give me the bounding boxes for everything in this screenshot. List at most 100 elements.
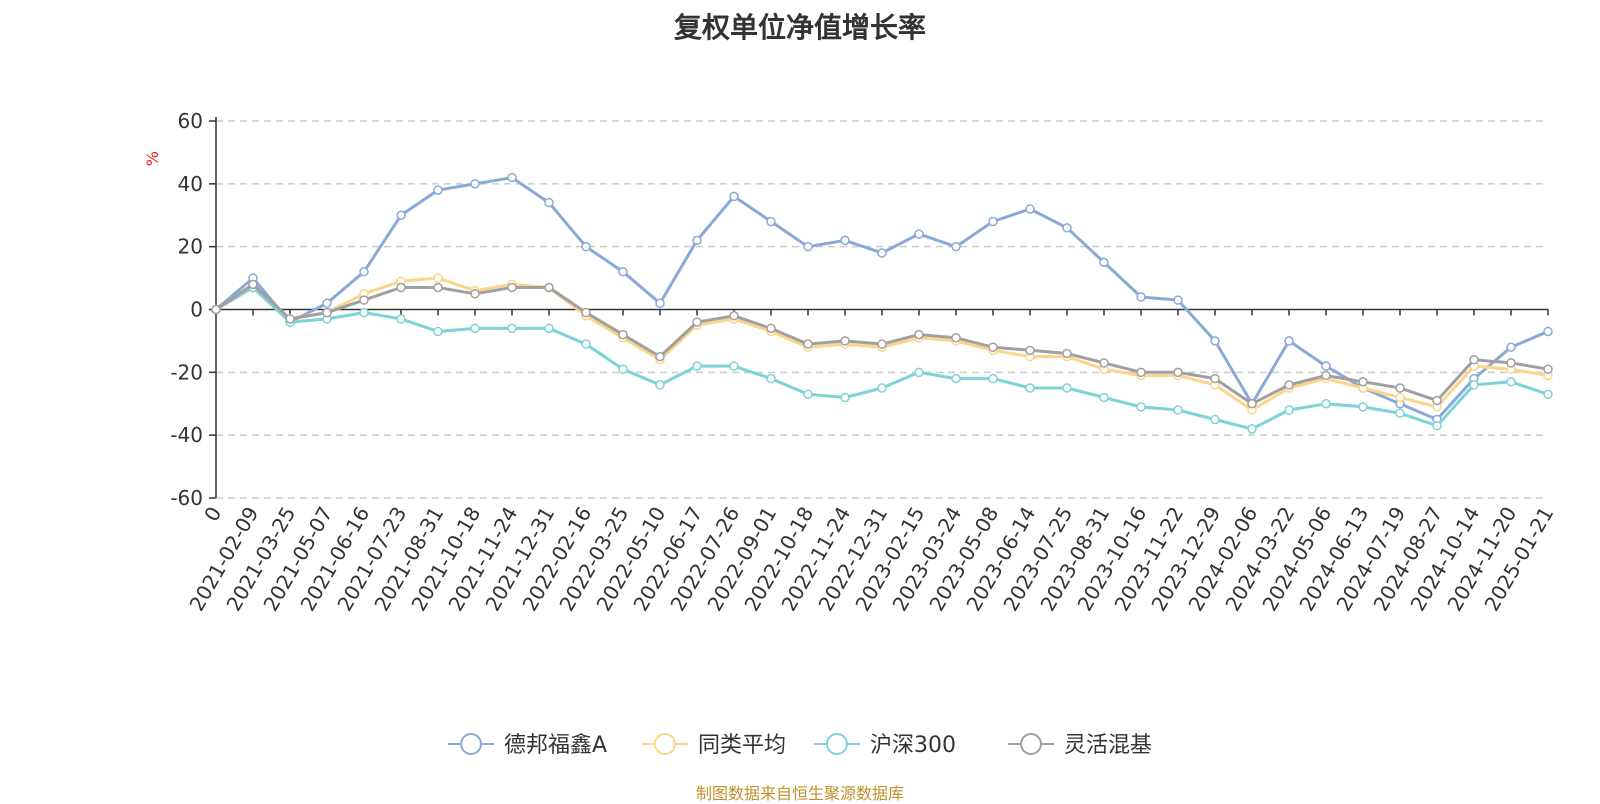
data-point	[1136, 292, 1146, 302]
data-point	[581, 339, 591, 349]
data-point	[433, 282, 443, 293]
y-tick-label: 40	[178, 172, 203, 196]
data-point	[1321, 399, 1331, 409]
legend-label: 灵活混基	[1064, 733, 1152, 758]
y-tick-label: -20	[170, 360, 203, 384]
data-point	[544, 197, 554, 208]
data-point	[1062, 383, 1072, 393]
data-point	[877, 383, 887, 393]
data-point	[396, 282, 406, 293]
data-point	[211, 304, 221, 315]
y-axis-label: %	[143, 151, 162, 166]
data-point	[1358, 402, 1368, 412]
data-point	[1543, 326, 1553, 337]
data-point	[803, 389, 813, 400]
data-point	[766, 216, 776, 227]
data-point	[433, 326, 443, 337]
data-point	[507, 172, 517, 183]
chart-title: 复权单位净值增长率	[673, 11, 926, 44]
data-point	[914, 229, 924, 239]
data-point	[1506, 358, 1516, 368]
data-point	[618, 364, 628, 374]
data-point	[507, 282, 517, 293]
data-point	[396, 210, 406, 220]
data-point	[655, 380, 665, 390]
data-point	[248, 279, 258, 290]
data-point	[1099, 392, 1109, 403]
data-point	[877, 339, 887, 349]
y-tick-label: 20	[178, 235, 203, 259]
data-point	[840, 235, 850, 246]
data-point	[1358, 377, 1368, 387]
data-point	[322, 298, 332, 308]
data-point	[1321, 361, 1331, 371]
data-point	[988, 373, 998, 384]
legend-marker	[460, 733, 482, 755]
data-point	[1469, 380, 1479, 390]
data-point	[766, 323, 776, 334]
data-point	[544, 323, 554, 334]
data-point	[1506, 377, 1516, 387]
data-point	[1506, 342, 1516, 352]
data-point	[618, 329, 628, 340]
legend-marker	[1020, 733, 1042, 755]
data-point	[1099, 358, 1109, 368]
data-point	[359, 307, 369, 318]
data-point	[618, 267, 628, 277]
data-point	[285, 314, 295, 324]
data-point	[1395, 383, 1405, 393]
data-point	[1284, 336, 1294, 346]
data-point	[840, 336, 850, 346]
data-point	[1173, 295, 1183, 305]
data-point	[655, 298, 665, 308]
data-point	[1210, 414, 1220, 425]
data-point	[988, 216, 998, 227]
series-line	[215, 286, 1549, 431]
data-point	[1247, 424, 1257, 434]
data-point	[470, 179, 480, 189]
data-point	[988, 342, 998, 352]
data-point	[581, 241, 591, 252]
data-point	[1469, 355, 1479, 365]
data-point	[1432, 395, 1442, 406]
data-point	[396, 314, 406, 324]
y-tick-label: -40	[170, 423, 203, 447]
data-point	[1099, 257, 1109, 268]
data-point	[877, 248, 887, 258]
data-point	[1284, 405, 1294, 415]
data-point	[1062, 223, 1072, 233]
data-point	[1543, 389, 1553, 400]
data-point	[1210, 373, 1220, 384]
data-point	[359, 295, 369, 305]
data-point	[803, 339, 813, 349]
data-point	[803, 241, 813, 252]
data-point	[914, 329, 924, 340]
data-point	[692, 235, 702, 246]
data-point	[470, 323, 480, 334]
data-point	[1173, 367, 1183, 378]
data-point	[692, 317, 702, 327]
data-point	[1395, 392, 1405, 403]
legend-label: 同类平均	[698, 733, 786, 758]
data-point	[1247, 399, 1257, 409]
data-point	[951, 373, 961, 384]
data-point	[581, 307, 591, 318]
data-point	[1136, 402, 1146, 412]
data-point	[1025, 345, 1035, 356]
data-point	[914, 367, 924, 378]
y-tick-label: -60	[170, 486, 203, 510]
data-source-footer: 制图数据来自恒生聚源数据库	[695, 784, 904, 803]
data-point	[1025, 204, 1035, 214]
data-point	[1432, 420, 1442, 431]
data-point	[1210, 336, 1220, 346]
data-point	[1136, 367, 1146, 378]
y-tick-label: 60	[178, 109, 203, 133]
data-point	[951, 241, 961, 252]
legend-marker	[826, 733, 848, 755]
data-point	[1284, 380, 1294, 390]
data-point	[729, 361, 739, 371]
data-point	[433, 185, 443, 195]
data-point	[322, 307, 332, 318]
data-point	[729, 311, 739, 321]
